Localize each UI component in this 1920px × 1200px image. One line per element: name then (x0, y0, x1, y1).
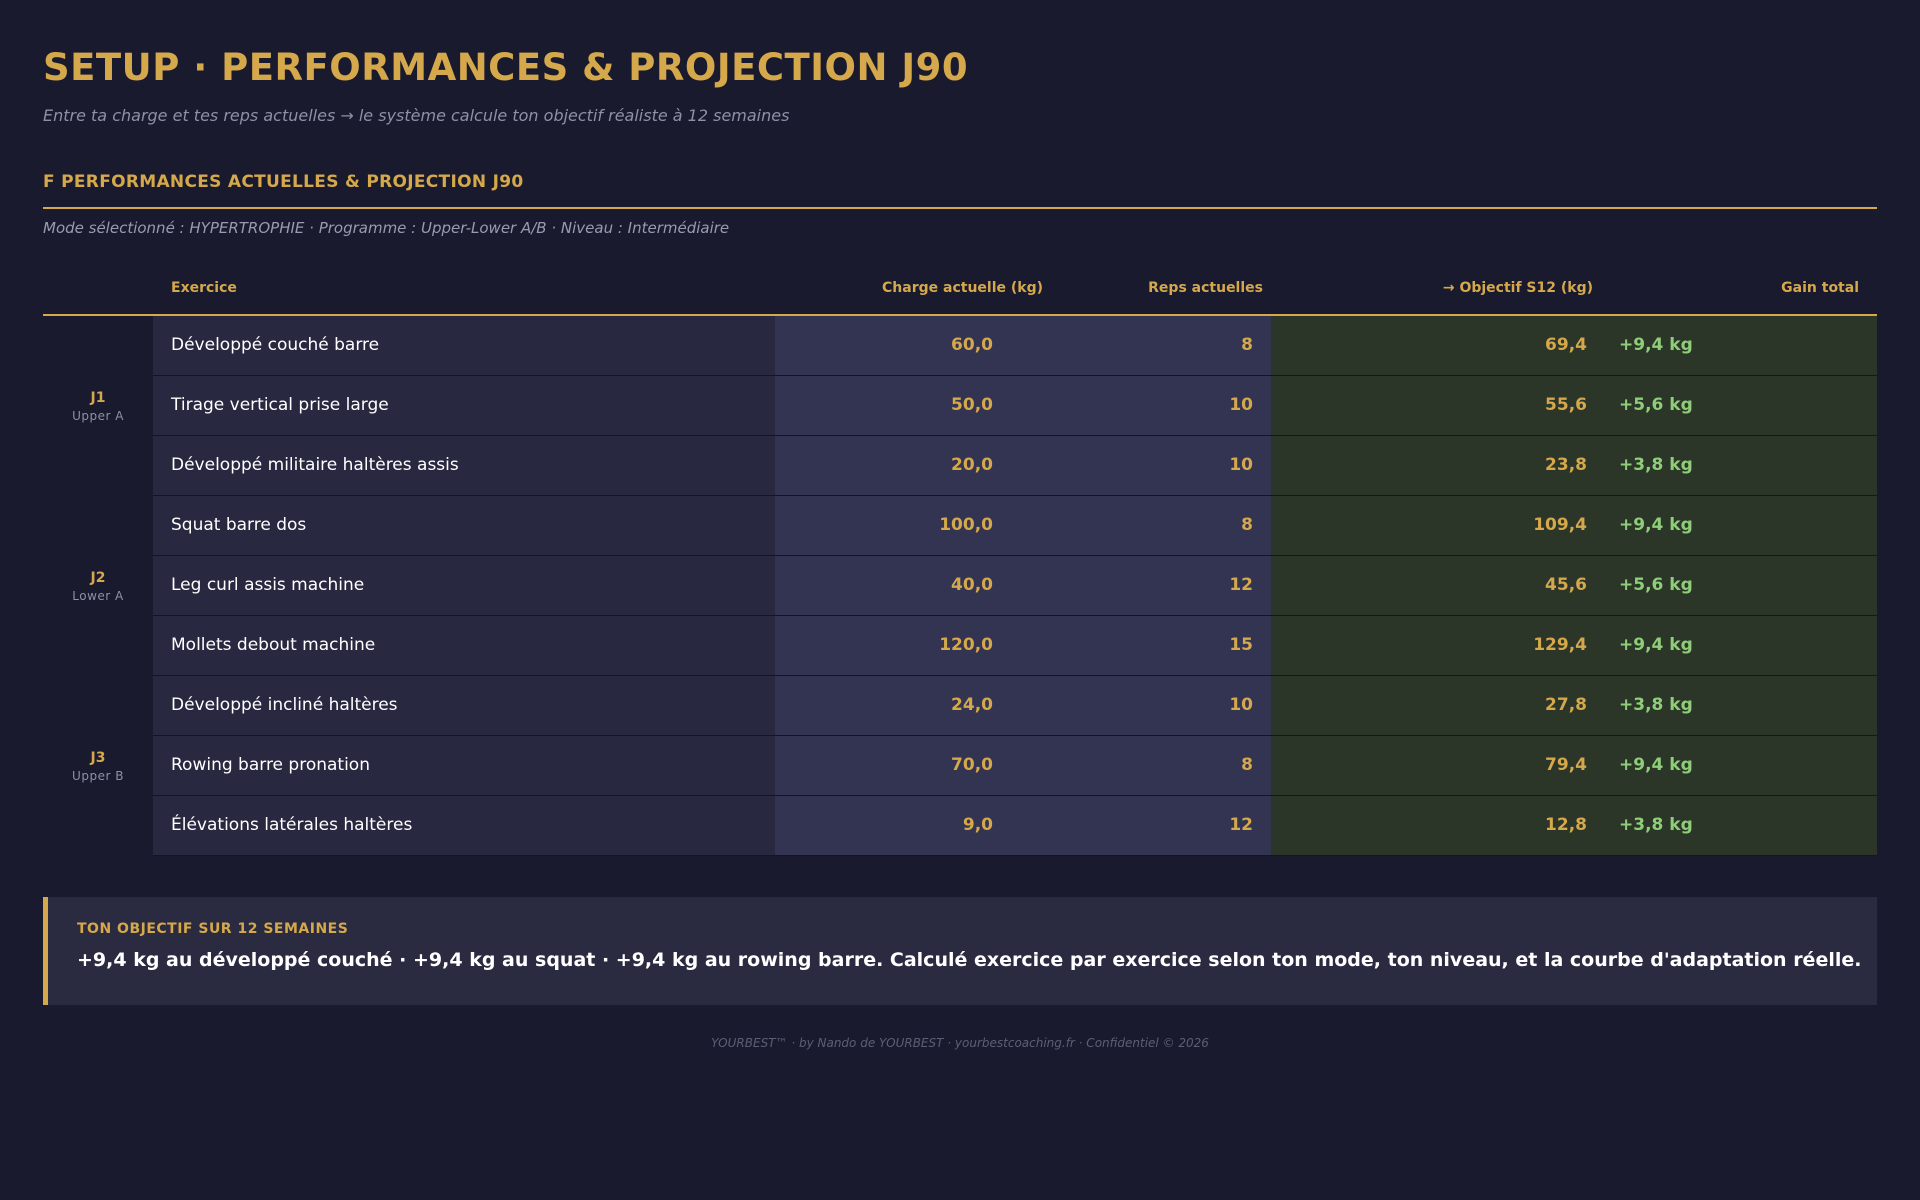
objective-value: 109,4 +9,4 kg (1271, 496, 1877, 555)
charge-input[interactable]: 70,0 (775, 736, 1051, 795)
callout-heading: TON OBJECTIF SUR 12 SEMAINES (77, 921, 349, 937)
exercise-name: Développé incliné haltères (153, 676, 775, 735)
reps-input[interactable]: 10 (1051, 376, 1271, 435)
gain-value: +3,8 kg (1619, 695, 1693, 715)
exercise-name: Élévations latérales haltères (153, 796, 775, 855)
table-row: Tirage vertical prise large 50,0 10 55,6… (153, 376, 1877, 436)
section-title: F PERFORMANCES ACTUELLES & PROJECTION J9… (43, 172, 524, 192)
table-row: Rowing barre pronation 70,0 8 79,4 +9,4 k… (153, 736, 1877, 796)
performance-table: Exercice Charge actuelle (kg) Reps actue… (43, 266, 1877, 856)
charge-input[interactable]: 120,0 (775, 616, 1051, 675)
gain-value: +9,4 kg (1619, 515, 1693, 535)
column-header-exercise: Exercice (171, 280, 237, 296)
charge-input[interactable]: 40,0 (775, 556, 1051, 615)
day-label: J3 Upper B (43, 676, 153, 856)
objective-callout: TON OBJECTIF SUR 12 SEMAINES +9,4 kg au … (43, 897, 1877, 1005)
table-header: Exercice Charge actuelle (kg) Reps actue… (43, 266, 1877, 316)
objective-value: 27,8 +3,8 kg (1271, 676, 1877, 735)
objective-value: 12,8 +3,8 kg (1271, 796, 1877, 855)
objective-value: 129,4 +9,4 kg (1271, 616, 1877, 675)
reps-input[interactable]: 8 (1051, 316, 1271, 375)
table-row: Mollets debout machine 120,0 15 129,4 +9,… (153, 616, 1877, 676)
charge-input[interactable]: 60,0 (775, 316, 1051, 375)
charge-input[interactable]: 100,0 (775, 496, 1051, 555)
exercise-name: Développé militaire haltères assis (153, 436, 775, 495)
charge-input[interactable]: 9,0 (775, 796, 1051, 855)
day-code: J1 (90, 389, 106, 406)
exercise-name: Rowing barre pronation (153, 736, 775, 795)
gain-value: +3,8 kg (1619, 455, 1693, 475)
gain-value: +3,8 kg (1619, 815, 1693, 835)
table-row: Développé incliné haltères 24,0 10 27,8 +… (153, 676, 1877, 736)
day-group-j2: J2 Lower A Squat barre dos 100,0 8 109,4… (43, 496, 1877, 676)
column-header-objective: → Objectif S12 (kg) (1442, 280, 1593, 296)
day-code: J2 (90, 569, 106, 586)
gain-value: +9,4 kg (1619, 635, 1693, 655)
objective-value: 79,4 +9,4 kg (1271, 736, 1877, 795)
exercise-name: Leg curl assis machine (153, 556, 775, 615)
section-divider (43, 207, 1877, 209)
gain-value: +9,4 kg (1619, 755, 1693, 775)
charge-input[interactable]: 50,0 (775, 376, 1051, 435)
column-header-reps: Reps actuelles (1148, 280, 1263, 296)
page-title: SETUP · PERFORMANCES & PROJECTION J90 (43, 46, 969, 89)
objective-value: 23,8 +3,8 kg (1271, 436, 1877, 495)
column-header-gain: Gain total (1781, 280, 1859, 296)
day-group-j3: J3 Upper B Développé incliné haltères 24… (43, 676, 1877, 856)
page-subtitle: Entre ta charge et tes reps actuelles → … (43, 106, 790, 125)
objective-value: 45,6 +5,6 kg (1271, 556, 1877, 615)
day-name: Upper A (72, 408, 124, 423)
day-code: J3 (90, 749, 106, 766)
exercise-name: Développé couché barre (153, 316, 775, 375)
reps-input[interactable]: 12 (1051, 796, 1271, 855)
charge-input[interactable]: 20,0 (775, 436, 1051, 495)
reps-input[interactable]: 10 (1051, 436, 1271, 495)
table-row: Squat barre dos 100,0 8 109,4 +9,4 kg (153, 496, 1877, 556)
objective-value: 69,4 +9,4 kg (1271, 316, 1877, 375)
table-row: Développé militaire haltères assis 20,0 … (153, 436, 1877, 496)
day-name: Upper B (72, 768, 124, 783)
exercise-name: Tirage vertical prise large (153, 376, 775, 435)
reps-input[interactable]: 8 (1051, 496, 1271, 555)
reps-input[interactable]: 8 (1051, 736, 1271, 795)
reps-input[interactable]: 15 (1051, 616, 1271, 675)
gain-value: +5,6 kg (1619, 575, 1693, 595)
exercise-name: Squat barre dos (153, 496, 775, 555)
table-row: Leg curl assis machine 40,0 12 45,6 +5,6 … (153, 556, 1877, 616)
callout-text: +9,4 kg au développé couché · +9,4 kg au… (77, 949, 1862, 971)
objective-value: 55,6 +5,6 kg (1271, 376, 1877, 435)
reps-input[interactable]: 10 (1051, 676, 1271, 735)
day-label: J1 Upper A (43, 316, 153, 496)
gain-value: +9,4 kg (1619, 335, 1693, 355)
charge-input[interactable]: 24,0 (775, 676, 1051, 735)
day-group-j1: J1 Upper A Développé couché barre 60,0 8… (43, 316, 1877, 496)
table-row: Élévations latérales haltères 9,0 12 12,… (153, 796, 1877, 856)
column-header-charge: Charge actuelle (kg) (882, 280, 1043, 296)
day-name: Lower A (72, 588, 124, 603)
exercise-name: Mollets debout machine (153, 616, 775, 675)
table-row: Développé couché barre 60,0 8 69,4 +9,4 k… (153, 316, 1877, 376)
mode-summary: Mode sélectionné : HYPERTROPHIE · Progra… (43, 219, 730, 237)
gain-value: +5,6 kg (1619, 395, 1693, 415)
footer: YOURBEST™ · by Nando de YOURBEST · yourb… (711, 1036, 1209, 1050)
reps-input[interactable]: 12 (1051, 556, 1271, 615)
day-label: J2 Lower A (43, 496, 153, 676)
